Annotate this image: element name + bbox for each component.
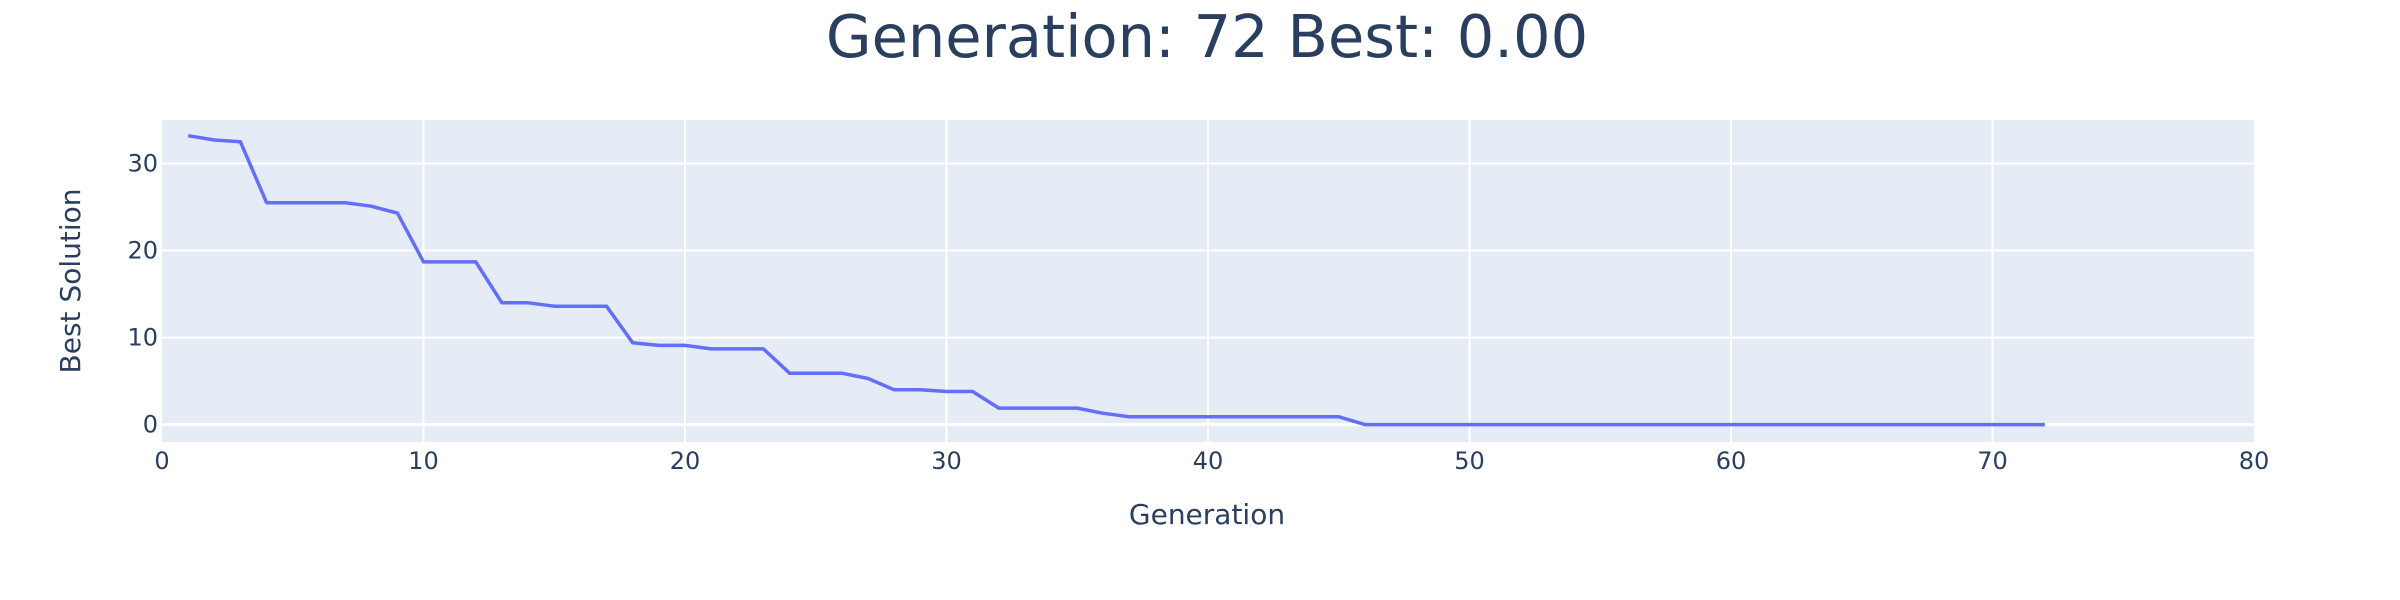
y-tick-label: 20	[127, 237, 158, 265]
x-axis-title: Generation	[1129, 498, 1285, 531]
x-tick-label: 20	[670, 447, 701, 475]
x-tick-label: 70	[1977, 447, 2008, 475]
y-axis-title: Best Solution	[54, 189, 87, 374]
x-axis-ticks: 0 10 20 30 40 50 60 70 80	[154, 447, 2269, 475]
x-tick-label: 50	[1454, 447, 1485, 475]
y-tick-label: 30	[127, 150, 158, 178]
y-axis-ticks: 0 10 20 30	[127, 150, 158, 439]
x-tick-label: 30	[931, 447, 962, 475]
y-tick-label: 10	[127, 324, 158, 352]
grid	[162, 120, 2254, 442]
series-line	[187, 133, 2045, 427]
y-tick-label: 0	[143, 411, 158, 439]
series-layer	[187, 133, 2045, 427]
x-tick-label: 10	[408, 447, 439, 475]
x-tick-label: 40	[1193, 447, 1224, 475]
chart-title: Generation: 72 Best: 0.00	[826, 2, 1588, 71]
x-tick-label: 0	[154, 447, 169, 475]
x-tick-label: 80	[2239, 447, 2270, 475]
x-tick-label: 60	[1716, 447, 1747, 475]
